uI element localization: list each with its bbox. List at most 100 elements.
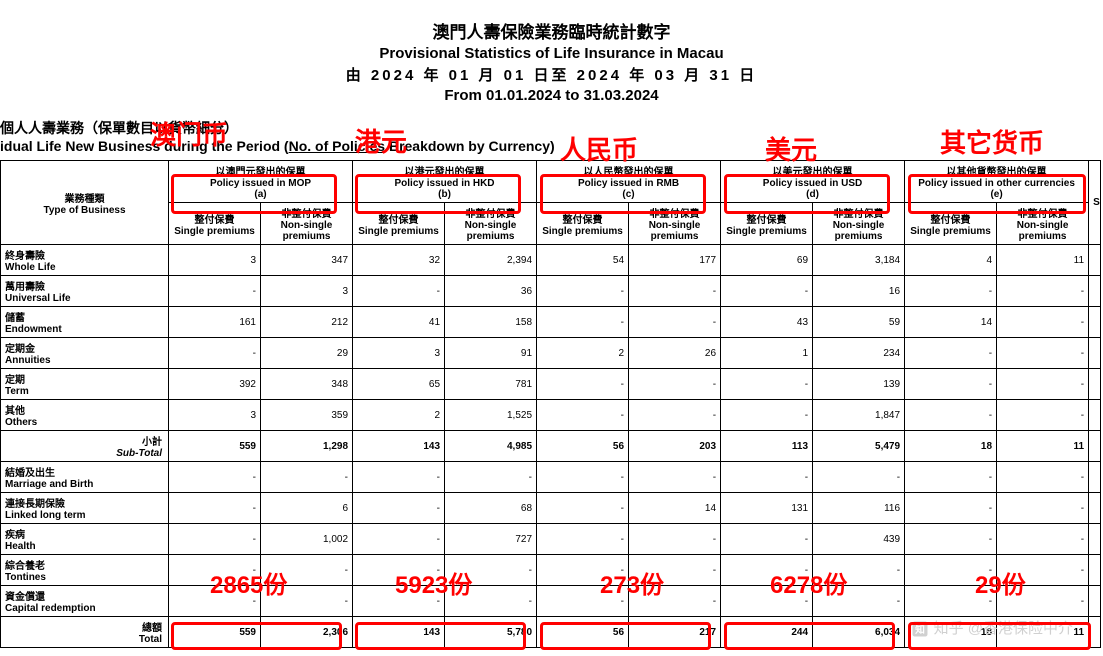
data-cell: -	[721, 400, 813, 431]
data-cell: 116	[813, 493, 905, 524]
col-single: 整付保費Single premiums	[905, 203, 997, 245]
data-cell: 212	[261, 307, 353, 338]
section-subtitle: 個人人壽業務（保單數目以貨幣細分） idual Life New Busines…	[0, 118, 1103, 154]
trailing-cell	[1089, 369, 1101, 400]
data-cell: -	[721, 369, 813, 400]
data-cell: 3	[261, 276, 353, 307]
report-header: 澳門人壽保險業務臨時統計數字 Provisional Statistics of…	[0, 0, 1103, 104]
statistics-table: 業務種類 Type of Business 以澳門元發出的保單 Policy i…	[0, 160, 1101, 648]
data-cell: -	[813, 555, 905, 586]
colgroup-rmb: 以人民幣發出的保單 Policy issued in RMB (c)	[537, 161, 721, 203]
row-label: 疾病Health	[1, 524, 169, 555]
data-cell: 56	[537, 431, 629, 462]
data-cell: 18	[905, 431, 997, 462]
data-cell: -	[905, 276, 997, 307]
trailing-cell	[1089, 431, 1101, 462]
data-cell: -	[353, 462, 445, 493]
table-row: 終身壽險Whole Life3347322,39454177693,184411	[1, 245, 1101, 276]
data-cell: 36	[445, 276, 537, 307]
data-cell: -	[997, 555, 1089, 586]
data-cell: -	[629, 524, 721, 555]
row-label: 連接長期保險Linked long term	[1, 493, 169, 524]
row-label: 終身壽險Whole Life	[1, 245, 169, 276]
data-cell: -	[537, 276, 629, 307]
data-cell: 3	[353, 338, 445, 369]
table-row: 儲蓄Endowment16121241158--435914-	[1, 307, 1101, 338]
data-cell: 1,298	[261, 431, 353, 462]
data-cell: 14	[629, 493, 721, 524]
trailing-cell	[1089, 276, 1101, 307]
data-cell: 3	[169, 400, 261, 431]
header-row-1: 業務種類 Type of Business 以澳門元發出的保單 Policy i…	[1, 161, 1101, 203]
data-cell: 4,985	[445, 431, 537, 462]
data-cell: -	[905, 493, 997, 524]
data-cell: -	[629, 555, 721, 586]
data-cell: -	[537, 586, 629, 617]
data-cell: 41	[353, 307, 445, 338]
table-row: 定期金Annuities-293912261234--	[1, 338, 1101, 369]
title-cn: 澳門人壽保險業務臨時統計數字	[0, 18, 1103, 43]
data-cell: -	[169, 555, 261, 586]
total-label: 總額Total	[1, 617, 169, 648]
data-cell: 1,002	[261, 524, 353, 555]
data-cell: 161	[169, 307, 261, 338]
data-cell: 11	[997, 431, 1089, 462]
data-cell: -	[629, 586, 721, 617]
data-cell: 54	[537, 245, 629, 276]
data-cell: -	[445, 586, 537, 617]
table-row: 結婚及出生Marriage and Birth----------	[1, 462, 1101, 493]
data-cell: -	[721, 586, 813, 617]
trailing-cell	[1089, 555, 1101, 586]
trailing-col: S	[1089, 161, 1101, 245]
data-cell: 439	[813, 524, 905, 555]
row-label: 定期金Annuities	[1, 338, 169, 369]
col-single: 整付保費Single premiums	[721, 203, 813, 245]
data-cell: -	[813, 586, 905, 617]
subtitle-en: idual Life New Business during the Perio…	[0, 138, 1103, 154]
data-cell: -	[261, 462, 353, 493]
type-header: 業務種類 Type of Business	[1, 161, 169, 245]
row-label: 結婚及出生Marriage and Birth	[1, 462, 169, 493]
data-cell: -	[905, 524, 997, 555]
data-cell: -	[261, 586, 353, 617]
data-cell: 6	[261, 493, 353, 524]
table-row: 疾病Health-1,002-727---439--	[1, 524, 1101, 555]
data-cell: -	[721, 555, 813, 586]
data-cell: 177	[629, 245, 721, 276]
trailing-cell	[1089, 307, 1101, 338]
data-cell: -	[997, 524, 1089, 555]
data-cell: -	[629, 369, 721, 400]
data-cell: -	[905, 338, 997, 369]
row-label: 儲蓄Endowment	[1, 307, 169, 338]
data-cell: -	[997, 493, 1089, 524]
data-cell: 131	[721, 493, 813, 524]
watermark: 知 知乎 @香港保险中介	[911, 617, 1073, 638]
data-cell: -	[445, 462, 537, 493]
col-nonsingle: 非整付保費Non-single premiums	[445, 203, 537, 245]
data-cell: 29	[261, 338, 353, 369]
data-cell: 559	[169, 617, 261, 648]
data-cell: -	[905, 586, 997, 617]
data-cell: 113	[721, 431, 813, 462]
data-cell: -	[537, 462, 629, 493]
table-row: 萬用壽險Universal Life-3-36---16--	[1, 276, 1101, 307]
data-cell: -	[629, 400, 721, 431]
table-row: 小計Sub-Total5591,2981434,985562031135,479…	[1, 431, 1101, 462]
data-cell: 56	[537, 617, 629, 648]
data-cell: 139	[813, 369, 905, 400]
data-cell: -	[997, 369, 1089, 400]
data-cell: -	[261, 555, 353, 586]
data-cell: -	[169, 338, 261, 369]
row-label: 萬用壽險Universal Life	[1, 276, 169, 307]
table-row: 綜合養老Tontines----------	[1, 555, 1101, 586]
colgroup-usd: 以美元發出的保單 Policy issued in USD (d)	[721, 161, 905, 203]
data-cell: -	[629, 307, 721, 338]
data-cell: -	[721, 276, 813, 307]
data-cell: 727	[445, 524, 537, 555]
data-cell: 2,306	[261, 617, 353, 648]
table-row: 其他Others335921,525---1,847--	[1, 400, 1101, 431]
data-cell: 69	[721, 245, 813, 276]
data-cell: 347	[261, 245, 353, 276]
data-cell: -	[353, 493, 445, 524]
data-cell: 1	[721, 338, 813, 369]
